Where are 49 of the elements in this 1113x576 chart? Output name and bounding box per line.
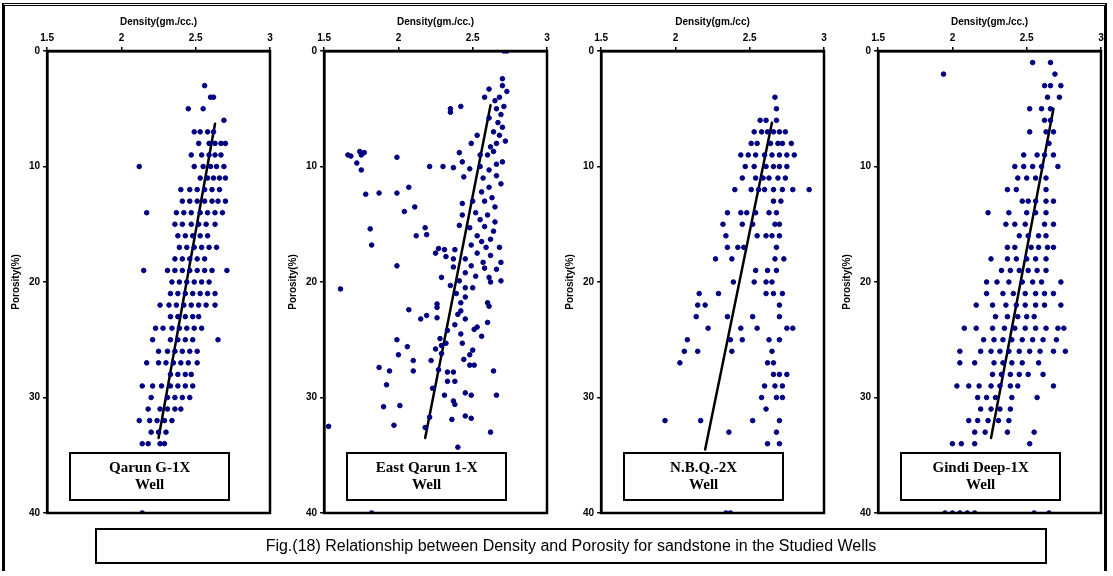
text-box: East Qarun 1-X Well xyxy=(346,452,507,501)
y-tick-label: 30 xyxy=(306,391,318,403)
x-tick-label: 3 xyxy=(544,31,551,43)
y-tick-label: 20 xyxy=(583,275,595,287)
y-axis-title: Porosity(%) xyxy=(840,254,852,310)
y-axis-title: Porosity(%) xyxy=(563,254,575,310)
x-tick-label: 3 xyxy=(821,31,828,43)
y-tick-label: 40 xyxy=(306,506,318,518)
x-axis-title: Density(gm./cc.) xyxy=(119,15,198,27)
x-tick-label: 3 xyxy=(1098,31,1105,43)
y-axis-title: Porosity(%) xyxy=(286,254,298,310)
y-tick-label: 20 xyxy=(306,275,318,287)
y-tick-label: 30 xyxy=(29,391,41,403)
y-tick-label: 40 xyxy=(583,506,595,518)
text-box: Gindi Deep-1X Well xyxy=(900,452,1061,501)
x-tick-label: 2.5 xyxy=(465,31,481,43)
x-axis-title: Density(gm./cc) xyxy=(675,15,750,27)
y-tick-label: 10 xyxy=(583,160,595,172)
x-tick-label: 2 xyxy=(949,31,956,43)
x-tick-label: 3 xyxy=(267,31,274,43)
y-tick-label: 40 xyxy=(860,506,872,518)
x-tick-label: 2 xyxy=(118,31,125,43)
y-tick-label: 10 xyxy=(306,160,318,172)
y-tick-label: 0 xyxy=(34,44,41,56)
y-tick-label: 10 xyxy=(860,160,872,172)
y-tick-label: 0 xyxy=(588,44,595,56)
x-tick-label: 1.5 xyxy=(594,31,609,43)
x-tick-label: 1.5 xyxy=(317,31,332,43)
x-tick-label: 2.5 xyxy=(1019,31,1035,43)
y-tick-label: 20 xyxy=(860,275,872,287)
x-axis-title: Density(gm./cc.) xyxy=(396,15,475,27)
y-tick-label: 40 xyxy=(29,506,41,518)
text: Fig.(18) Relationship between Density and Porosity for sandstone in the Studied Wells xyxy=(95,528,1047,564)
y-axis-title: Porosity(%) xyxy=(9,254,21,310)
x-tick-label: 2 xyxy=(672,31,679,43)
x-tick-label: 2.5 xyxy=(188,31,204,43)
y-tick-label: 20 xyxy=(29,275,41,287)
x-tick-label: 1.5 xyxy=(871,31,886,43)
text-box: Qarun G-1X Well xyxy=(69,452,230,501)
x-tick-label: 2.5 xyxy=(742,31,758,43)
x-tick-label: 1.5 xyxy=(40,31,55,43)
x-tick-label: 2 xyxy=(395,31,402,43)
y-tick-label: 10 xyxy=(29,160,41,172)
y-tick-label: 30 xyxy=(860,391,872,403)
text-box: N.B.Q.-2X Well xyxy=(623,452,784,501)
x-axis-title: Density(gm./cc.) xyxy=(950,15,1029,27)
y-tick-label: 30 xyxy=(583,391,595,403)
y-tick-label: 0 xyxy=(865,44,872,56)
y-tick-label: 0 xyxy=(311,44,318,56)
